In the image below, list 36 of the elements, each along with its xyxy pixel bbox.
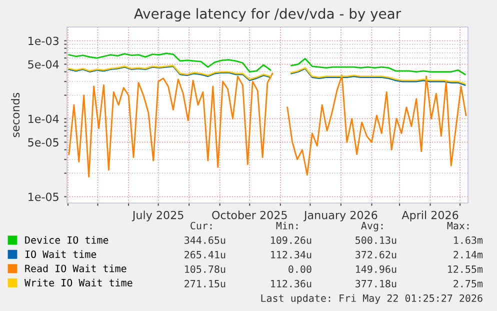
- text: Max:: [447, 222, 469, 230]
- text: Min:: [276, 222, 298, 230]
- text: 1.63m: [454, 236, 483, 244]
- text: 112.34u: [271, 250, 312, 258]
- text: Cur:: [190, 222, 212, 230]
- legend-label: Read IO Wait time: [25, 264, 126, 272]
- x-tick-label: July 2025: [132, 210, 184, 222]
- y-tick-label: 1e-05: [28, 192, 58, 202]
- text: 265.41u: [184, 250, 226, 258]
- chart-title: Average latency for /dev/vda - by year: [134, 8, 402, 22]
- text: Last update: Fri May 22 01:25:27 2026: [261, 294, 482, 304]
- text: 109.26u: [271, 236, 312, 244]
- text: 112.36u: [271, 280, 312, 288]
- text: 0.00: [288, 265, 312, 273]
- text: 2.75m: [454, 280, 483, 288]
- y-axis-title: seconds: [11, 92, 20, 138]
- y-tick-label: 1e-03: [28, 36, 58, 46]
- text: 149.96u: [356, 265, 396, 273]
- text: 500.13u: [356, 236, 396, 244]
- text: 2.14m: [454, 250, 483, 258]
- legend-label: Write IO Wait time: [24, 278, 132, 286]
- text: Avg:: [361, 222, 383, 232]
- text: 344.65u: [184, 236, 226, 244]
- text: 271.15u: [184, 280, 226, 288]
- text: 12.55m: [448, 265, 483, 273]
- x-tick-label: April 2026: [402, 210, 458, 222]
- x-tick-label: October 2025: [212, 210, 287, 220]
- y-tick-label: 5e-04: [28, 60, 59, 69]
- x-tick-label: January 2026: [303, 210, 378, 222]
- text: 377.18u: [356, 280, 396, 288]
- text: 105.78u: [185, 265, 226, 273]
- legend-label: IO Wait time: [25, 250, 96, 258]
- legend-label: Device IO time: [25, 236, 108, 244]
- y-tick-label: 5e-05: [28, 138, 58, 147]
- y-tick-label: 1e-04: [28, 114, 59, 124]
- text: 372.62u: [356, 250, 396, 258]
